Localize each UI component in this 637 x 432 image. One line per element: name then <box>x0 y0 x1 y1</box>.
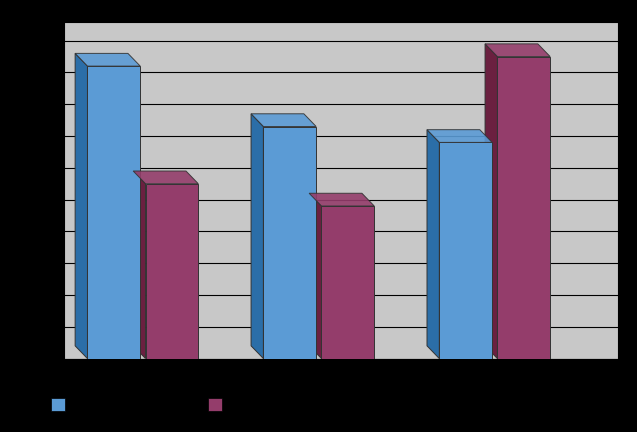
Polygon shape <box>251 114 316 127</box>
Polygon shape <box>52 28 64 359</box>
Polygon shape <box>133 171 198 184</box>
Polygon shape <box>133 171 145 359</box>
Polygon shape <box>440 143 492 359</box>
Polygon shape <box>309 193 374 206</box>
Polygon shape <box>263 127 316 359</box>
Polygon shape <box>251 114 263 359</box>
Polygon shape <box>427 130 492 143</box>
Polygon shape <box>497 57 550 359</box>
Polygon shape <box>485 44 550 57</box>
Legend: , : , <box>45 393 238 418</box>
Polygon shape <box>322 206 374 359</box>
Polygon shape <box>427 130 440 359</box>
Polygon shape <box>75 54 87 359</box>
Polygon shape <box>87 66 140 359</box>
Polygon shape <box>485 44 497 359</box>
Polygon shape <box>309 193 322 359</box>
Polygon shape <box>145 184 198 359</box>
Polygon shape <box>75 54 140 66</box>
